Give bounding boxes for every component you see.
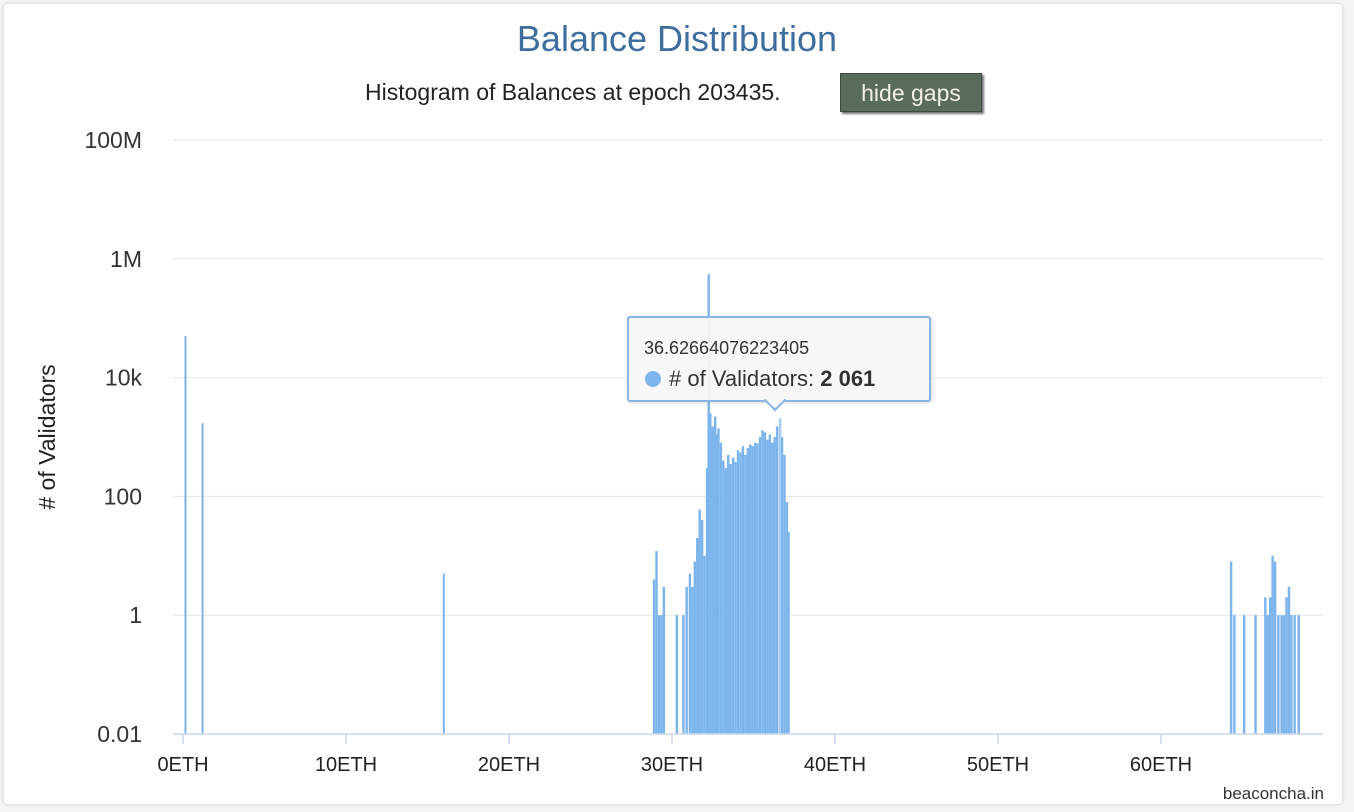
- histogram-bar[interactable]: [689, 574, 691, 734]
- histogram-bar[interactable]: [1293, 615, 1295, 734]
- histogram-bar[interactable]: [729, 464, 731, 734]
- histogram-bar[interactable]: [747, 448, 749, 734]
- histogram-bar[interactable]: [783, 455, 785, 734]
- histogram-bar[interactable]: [734, 462, 736, 734]
- histogram-bar[interactable]: [1277, 615, 1279, 734]
- histogram-bar[interactable]: [709, 413, 711, 734]
- chart-title: Balance Distribution: [0, 18, 1354, 60]
- series-dot-icon: [645, 371, 661, 387]
- hide-gaps-button[interactable]: hide gaps: [840, 73, 982, 112]
- histogram-bar[interactable]: [1288, 587, 1290, 734]
- histogram-bar[interactable]: [754, 443, 756, 734]
- histogram-bar[interactable]: [725, 468, 727, 734]
- histogram-bar[interactable]: [759, 437, 761, 734]
- x-tick-label: 0ETH: [157, 754, 208, 776]
- chart-subtitle: Histogram of Balances at epoch 203435.: [365, 79, 781, 106]
- histogram-bar[interactable]: [202, 423, 204, 734]
- chart-tooltip: 36.62664076223405 # of Validators: 2 061: [627, 316, 931, 402]
- histogram-bar[interactable]: [1274, 562, 1276, 734]
- histogram-bar[interactable]: [1243, 615, 1245, 734]
- histogram-bar[interactable]: [676, 615, 678, 734]
- histogram-bar[interactable]: [1298, 615, 1300, 734]
- histogram-bar[interactable]: [727, 455, 729, 734]
- histogram-bar[interactable]: [771, 443, 773, 734]
- histogram-bar[interactable]: [658, 615, 660, 734]
- x-tick-label: 50ETH: [967, 754, 1029, 776]
- x-tick-label: 10ETH: [315, 754, 377, 776]
- histogram-bar[interactable]: [1283, 615, 1285, 734]
- histogram-bar[interactable]: [1269, 597, 1271, 734]
- histogram-bar[interactable]: [703, 556, 705, 734]
- histogram-bar[interactable]: [717, 428, 719, 734]
- y-tick-label: 1: [129, 602, 142, 628]
- histogram-bar[interactable]: [712, 427, 714, 734]
- y-tick-label: 100M: [84, 127, 142, 153]
- histogram-bar[interactable]: [1264, 597, 1266, 734]
- histogram-bar[interactable]: [751, 446, 753, 734]
- y-tick-label: 10k: [105, 365, 143, 391]
- histogram-bar[interactable]: [1285, 597, 1287, 734]
- histogram-bar[interactable]: [685, 587, 687, 734]
- tooltip-series-label: # of Validators:: [669, 366, 820, 391]
- tooltip-header: 36.62664076223405: [644, 338, 809, 359]
- x-axis-labels: 0ETH 10ETH 20ETH 30ETH 40ETH 50ETH 60ETH: [157, 754, 1192, 776]
- histogram-bar[interactable]: [1271, 556, 1273, 734]
- tooltip-series-line: # of Validators: 2 061: [645, 366, 875, 392]
- histogram-bar[interactable]: [732, 458, 734, 734]
- histogram-bar[interactable]: [696, 538, 698, 734]
- x-axis-ticks: [183, 734, 1161, 744]
- histogram-bar[interactable]: [776, 427, 778, 734]
- histogram-bar[interactable]: [655, 551, 657, 734]
- y-axis-title: # of Validators: [34, 364, 60, 509]
- x-tick-label: 40ETH: [804, 754, 866, 776]
- x-tick-label: 60ETH: [1130, 754, 1192, 776]
- histogram-bar[interactable]: [1233, 615, 1235, 734]
- histogram-bar[interactable]: [742, 446, 744, 734]
- histogram-bar[interactable]: [739, 452, 741, 734]
- histogram-bar[interactable]: [766, 440, 768, 734]
- y-tick-label: 0.01: [97, 721, 142, 747]
- histogram-bar[interactable]: [761, 430, 763, 734]
- histogram-bar[interactable]: [773, 437, 775, 734]
- histogram-bar[interactable]: [781, 437, 783, 734]
- histogram-bar[interactable]: [1267, 615, 1269, 734]
- histogram-bar[interactable]: [744, 455, 746, 734]
- histogram-bar[interactable]: [722, 461, 724, 734]
- histogram-bar[interactable]: [737, 450, 739, 734]
- histogram-bar[interactable]: [769, 435, 771, 734]
- histogram-bar[interactable]: [701, 520, 703, 734]
- histogram-bar[interactable]: [663, 587, 665, 734]
- y-tick-label: 100: [104, 483, 142, 509]
- histogram-bar[interactable]: [694, 562, 696, 734]
- histogram-bar[interactable]: [682, 615, 684, 734]
- histogram-bar[interactable]: [691, 587, 693, 734]
- histogram-bar[interactable]: [756, 443, 758, 734]
- histogram-bar[interactable]: [660, 615, 662, 734]
- x-tick-label: 20ETH: [478, 754, 540, 776]
- y-axis-labels: 0.01 1 100 10k 1M 100M: [84, 127, 142, 747]
- histogram-bar[interactable]: [1230, 562, 1232, 734]
- histogram-bar[interactable]: [1254, 615, 1256, 734]
- histogram-bar[interactable]: [749, 444, 751, 734]
- histogram-bar[interactable]: [698, 510, 700, 734]
- histogram-bar[interactable]: [653, 579, 655, 734]
- chart-credits-link[interactable]: beaconcha.in: [1223, 784, 1324, 804]
- histogram-bar[interactable]: [1280, 615, 1282, 734]
- histogram-bar[interactable]: [787, 532, 789, 734]
- tooltip-value: 2 061: [820, 366, 875, 391]
- histogram-bar[interactable]: [720, 443, 722, 734]
- histogram-bar[interactable]: [764, 432, 766, 734]
- histogram-bar[interactable]: [184, 336, 186, 734]
- histogram-bar[interactable]: [443, 574, 445, 734]
- y-tick-label: 1M: [110, 246, 142, 272]
- x-tick-label: 30ETH: [641, 754, 703, 776]
- histogram-bar[interactable]: [1290, 615, 1292, 734]
